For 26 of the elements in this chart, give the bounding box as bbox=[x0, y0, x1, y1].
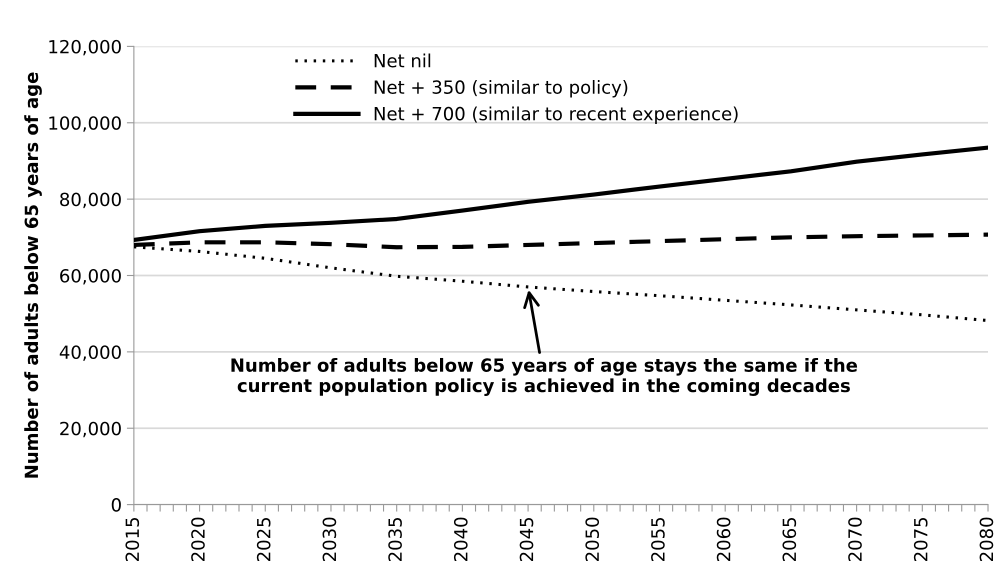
y-tick-label: 0 bbox=[112, 498, 121, 512]
y-axis-title: Number of adults below 65 years of age bbox=[24, 72, 42, 478]
x-tick-label: 2065 bbox=[782, 518, 796, 562]
legend-label: Net nil bbox=[374, 53, 430, 68]
x-tick-label: 2055 bbox=[651, 518, 665, 562]
x-tick-label: 2080 bbox=[980, 518, 994, 562]
legend-label: Net + 700 (similar to recent experience) bbox=[374, 106, 738, 124]
x-tick-label: 2035 bbox=[388, 518, 402, 562]
y-tick-label: 120,000 bbox=[49, 40, 121, 56]
x-tick-label: 2050 bbox=[585, 518, 600, 562]
y-tick-label: 60,000 bbox=[60, 268, 121, 284]
y-tick-label: 100,000 bbox=[49, 116, 121, 132]
x-tick-label: 2045 bbox=[520, 518, 534, 562]
y-tick-label: 80,000 bbox=[60, 192, 121, 208]
x-tick-label: 2060 bbox=[716, 518, 730, 562]
x-tick-label: 2025 bbox=[256, 518, 271, 562]
y-tick-label: 40,000 bbox=[60, 345, 121, 361]
annotation: Number of adults below 65 years of age stays the same if the current population policy is achieved in the coming decades bbox=[231, 358, 858, 396]
x-tick-label: 2075 bbox=[914, 518, 928, 562]
x-tick-label: 2070 bbox=[848, 518, 862, 562]
x-tick-label: 2020 bbox=[191, 518, 205, 562]
x-tick-label: 2015 bbox=[125, 518, 140, 562]
legend-label: Net + 350 (similar to policy) bbox=[374, 80, 628, 98]
x-tick-label: 2030 bbox=[322, 518, 336, 562]
y-tick-label: 20,000 bbox=[60, 422, 121, 438]
x-tick-label: 2040 bbox=[454, 518, 468, 562]
